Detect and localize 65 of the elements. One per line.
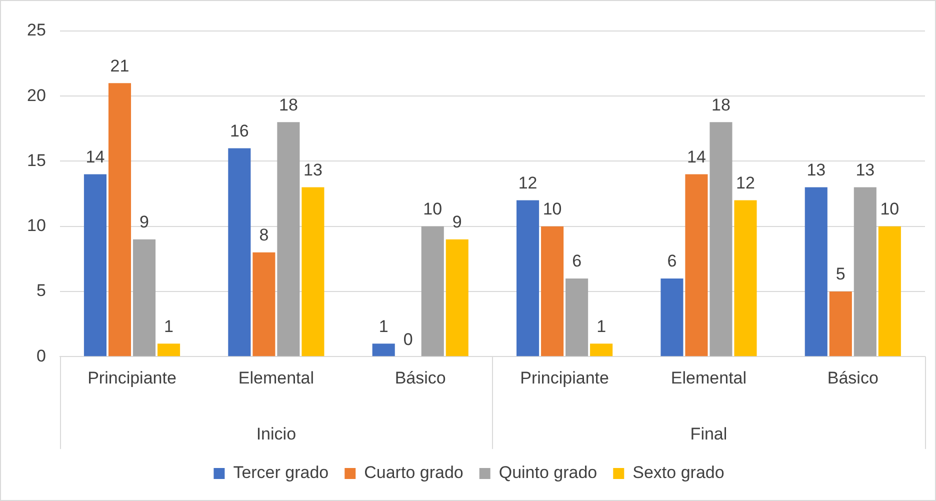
bar [84, 174, 107, 356]
data-label: 1 [378, 316, 388, 336]
data-label: 12 [736, 174, 755, 192]
bar [228, 148, 251, 356]
bar [446, 239, 468, 356]
bar [157, 344, 180, 356]
bar [302, 187, 324, 356]
data-label: 10 [880, 200, 900, 219]
legend-label: Sexto grado [632, 463, 724, 482]
bar [566, 278, 588, 356]
data-label: 12 [518, 174, 538, 192]
y-tick-label: 0 [36, 346, 46, 366]
data-label: 13 [303, 160, 322, 180]
data-label: 1 [164, 316, 174, 336]
bar [277, 122, 300, 356]
data-label: 18 [278, 95, 298, 114]
data-label: 21 [110, 56, 130, 76]
bar [804, 187, 828, 356]
data-label: 14 [86, 147, 105, 166]
y-tick-label: 5 [36, 281, 46, 300]
x-tick-label: Básico [827, 368, 878, 388]
data-label: 8 [259, 226, 269, 245]
data-label: 0 [403, 330, 413, 349]
x-tick-label: Elemental [670, 368, 747, 388]
legend-label: Quinto grado [498, 463, 598, 482]
y-tick-label: 25 [26, 20, 46, 40]
data-label: 16 [230, 121, 249, 140]
y-tick-label: 20 [26, 86, 46, 105]
bar [685, 174, 708, 356]
data-label: 13 [806, 160, 826, 180]
y-tick-label: 15 [26, 150, 46, 170]
x-tick-label: Elemental [238, 368, 314, 388]
data-label: 13 [856, 160, 875, 180]
data-label: 10 [423, 200, 442, 219]
legend-label: Tercer grado [233, 463, 329, 482]
bar [252, 252, 276, 356]
x-tick-label: Principiante [520, 368, 609, 388]
data-label: 9 [140, 212, 149, 232]
data-label: 1 [596, 316, 606, 336]
bar [734, 200, 757, 356]
data-label: 10 [542, 200, 562, 219]
bar [421, 226, 444, 356]
bar [132, 239, 156, 356]
data-label: 14 [687, 147, 706, 166]
data-label: 5 [836, 264, 846, 284]
x-tick-label: Básico [394, 368, 446, 388]
bar [829, 291, 852, 356]
bar [854, 187, 876, 356]
bar [660, 278, 684, 356]
bar [541, 226, 564, 356]
data-label: 6 [667, 252, 677, 271]
bar [878, 226, 901, 356]
text: Final [690, 424, 728, 444]
bar [590, 344, 613, 356]
text: Inicio [256, 424, 296, 444]
bar [710, 122, 732, 356]
bar [372, 344, 395, 356]
bar [516, 200, 540, 356]
legend-label: Cuarto grado [364, 463, 464, 482]
data-label: 9 [452, 212, 462, 232]
data-label: 18 [712, 95, 730, 114]
data-label: 6 [572, 252, 582, 271]
x-tick-label: Principiante [88, 368, 176, 388]
y-tick-label: 10 [26, 216, 46, 236]
bar [108, 83, 132, 356]
